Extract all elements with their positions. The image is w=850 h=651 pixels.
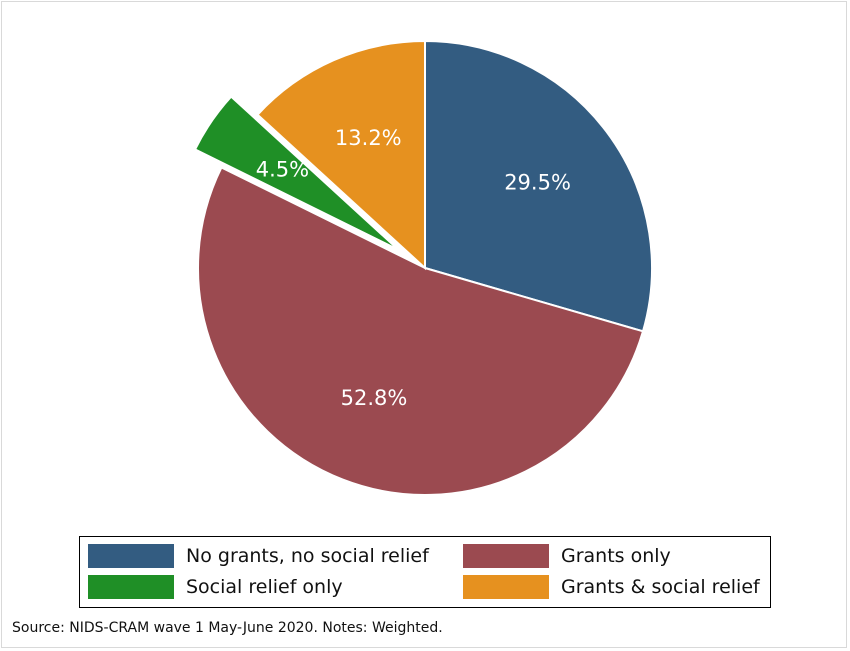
legend-label-grants-only: Grants only [561, 545, 671, 567]
pie-slice-grants-only [197, 166, 645, 496]
pie-slice-grants-and-social-relief [256, 39, 426, 271]
legend-label-grants-and-relief: Grants & social relief [561, 576, 760, 598]
slice-label-no-grants-no-social-relief: 29.5% [504, 170, 571, 194]
slice-label-social-relief-only: 4.5% [256, 157, 309, 181]
legend: No grants, no social relief Grants only … [79, 536, 771, 608]
legend-label-no-grants: No grants, no social relief [186, 545, 429, 567]
legend-swatch-grants-and-relief [463, 575, 549, 599]
legend-item-grants-only: Grants only [463, 544, 671, 568]
source-note: Source: NIDS-CRAM wave 1 May-June 2020. … [12, 620, 443, 636]
legend-item-social-relief-only: Social relief only [88, 575, 343, 599]
legend-swatch-social-relief-only [88, 575, 174, 599]
legend-label-social-relief-only: Social relief only [186, 576, 343, 598]
slice-label-grants-only: 52.8% [341, 386, 408, 410]
legend-item-no-grants: No grants, no social relief [88, 544, 429, 568]
pie-slice-social-relief-only [193, 95, 400, 251]
slice-label-grants-and-social-relief: 13.2% [335, 126, 402, 150]
legend-item-grants-and-relief: Grants & social relief [463, 575, 760, 599]
pie-slice-no-grants-no-social-relief [424, 39, 653, 333]
legend-swatch-grants-only [463, 544, 549, 568]
legend-swatch-no-grants [88, 544, 174, 568]
